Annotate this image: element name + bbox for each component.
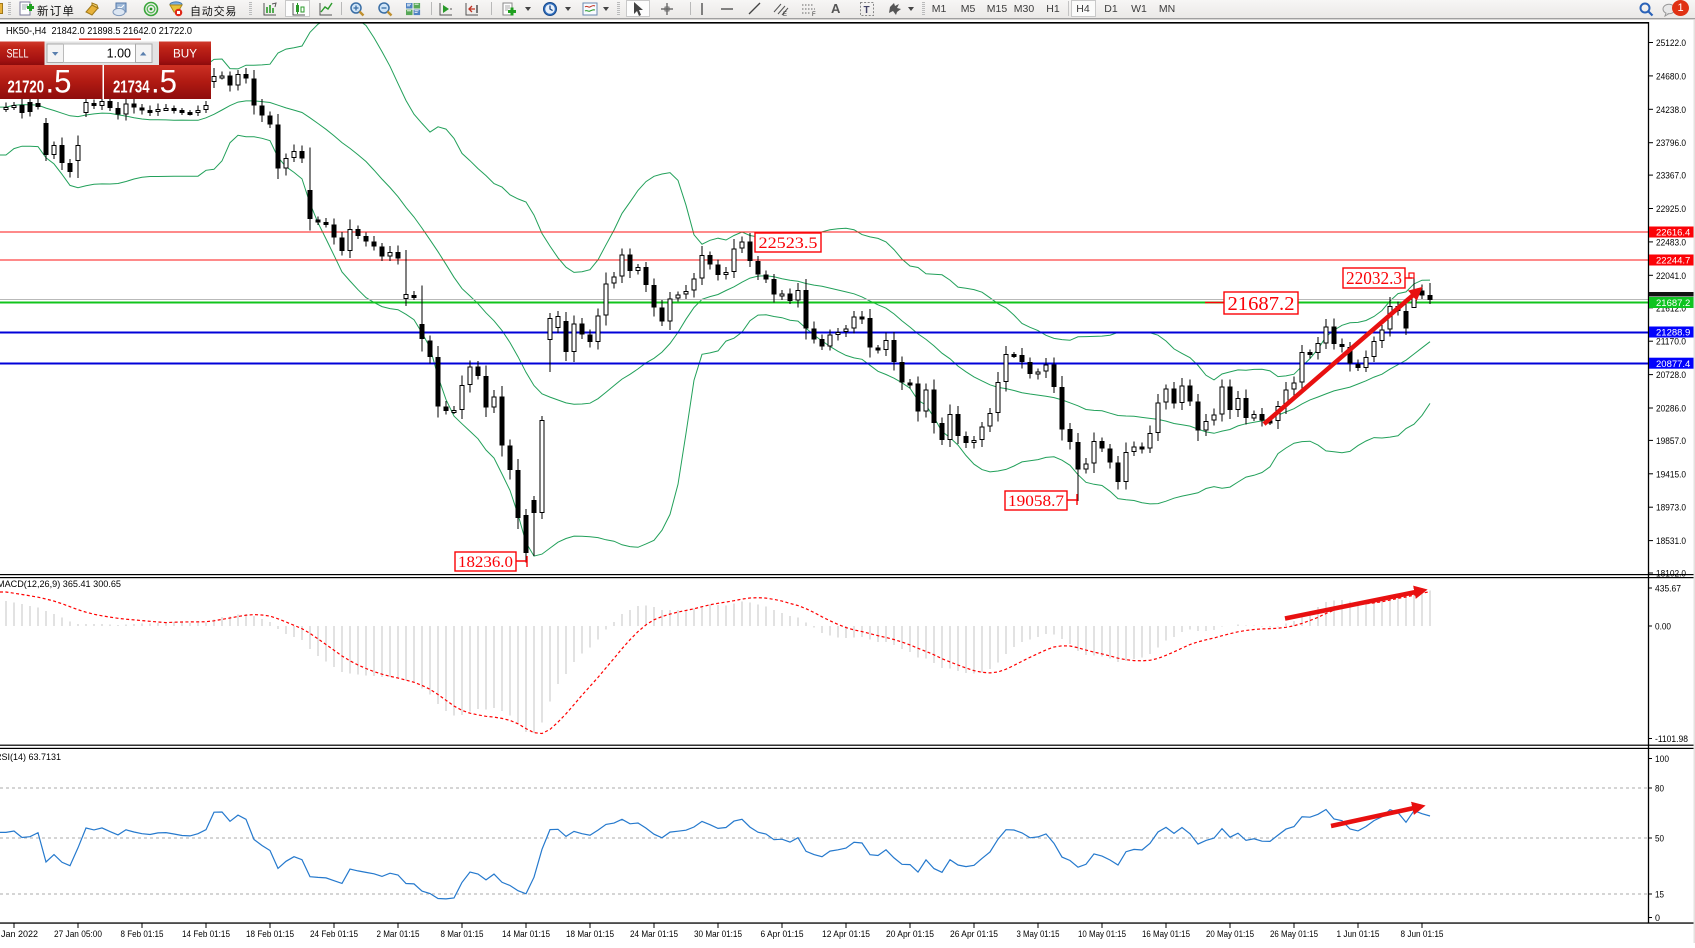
- svg-text:1.00: 1.00: [107, 47, 131, 61]
- svg-text:E: E: [783, 12, 787, 17]
- svg-text:18 Mar 01:15: 18 Mar 01:15: [566, 929, 614, 940]
- svg-text:3 May 01:15: 3 May 01:15: [1017, 929, 1060, 940]
- svg-text:23796.0: 23796.0: [1656, 138, 1686, 149]
- svg-text:25122.0: 25122.0: [1656, 38, 1686, 49]
- svg-text:100: 100: [1655, 754, 1669, 765]
- svg-text:21687.2: 21687.2: [1656, 298, 1690, 309]
- svg-text:19415.0: 19415.0: [1656, 469, 1686, 480]
- svg-text:50: 50: [1655, 834, 1664, 845]
- svg-text:18973.0: 18973.0: [1656, 503, 1686, 514]
- svg-text:26 May 01:15: 26 May 01:15: [1270, 929, 1318, 940]
- svg-text:22483.0: 22483.0: [1656, 237, 1686, 248]
- svg-text:30 Mar 01:15: 30 Mar 01:15: [694, 929, 742, 940]
- svg-text:18531.0: 18531.0: [1656, 536, 1686, 547]
- svg-text:24238.0: 24238.0: [1656, 105, 1686, 116]
- svg-text:80: 80: [1655, 784, 1664, 795]
- svg-text:Jan 2022: Jan 2022: [1, 929, 38, 940]
- svg-text:23367.0: 23367.0: [1656, 171, 1686, 182]
- svg-text:8 Jun 01:15: 8 Jun 01:15: [1401, 929, 1444, 940]
- svg-text:6 Apr 01:15: 6 Apr 01:15: [761, 929, 804, 940]
- svg-text:12 Apr 01:15: 12 Apr 01:15: [822, 929, 870, 940]
- svg-text:T: T: [864, 5, 870, 16]
- svg-text:21288.9: 21288.9: [1656, 328, 1690, 339]
- svg-text:0: 0: [1655, 913, 1660, 924]
- svg-text:22244.7: 22244.7: [1656, 256, 1690, 267]
- svg-text:F: F: [812, 12, 816, 17]
- svg-text:19058.7: 19058.7: [1008, 493, 1064, 510]
- svg-text:SELL: SELL: [7, 49, 29, 61]
- svg-text:22523.5: 22523.5: [759, 235, 818, 252]
- svg-text:15: 15: [1655, 890, 1664, 901]
- svg-text:24680.0: 24680.0: [1656, 71, 1686, 82]
- svg-text:BUY: BUY: [173, 49, 197, 61]
- svg-text:.5: .5: [46, 64, 72, 100]
- svg-text:20 Apr 01:15: 20 Apr 01:15: [886, 929, 934, 940]
- svg-text:27 Jan 05:00: 27 Jan 05:00: [54, 929, 102, 940]
- svg-text:1 Jun 01:15: 1 Jun 01:15: [1337, 929, 1380, 940]
- svg-text:16 May 01:15: 16 May 01:15: [1142, 929, 1190, 940]
- svg-text:18 Feb 01:15: 18 Feb 01:15: [246, 929, 294, 940]
- svg-text:10 May 01:15: 10 May 01:15: [1078, 929, 1126, 940]
- svg-text:24 Feb 01:15: 24 Feb 01:15: [310, 929, 358, 940]
- svg-text:-1101.98: -1101.98: [1655, 734, 1688, 745]
- svg-text:21720: 21720: [8, 77, 45, 97]
- svg-text:24 Mar 01:15: 24 Mar 01:15: [630, 929, 678, 940]
- svg-text:14 Feb 01:15: 14 Feb 01:15: [182, 929, 230, 940]
- svg-text:20728.0: 20728.0: [1656, 370, 1686, 381]
- svg-text:14 Mar 01:15: 14 Mar 01:15: [502, 929, 550, 940]
- svg-text:2 Mar 01:15: 2 Mar 01:15: [377, 929, 420, 940]
- svg-text:21734: 21734: [113, 77, 150, 97]
- svg-text:435.67: 435.67: [1655, 584, 1681, 595]
- svg-text:19857.0: 19857.0: [1656, 436, 1686, 447]
- svg-text:22032.3: 22032.3: [1346, 268, 1402, 288]
- svg-text:.5: .5: [151, 64, 177, 100]
- svg-text:22616.4: 22616.4: [1656, 228, 1690, 239]
- svg-text:22041.0: 22041.0: [1656, 271, 1686, 282]
- svg-text:20 May 01:15: 20 May 01:15: [1206, 929, 1254, 940]
- svg-text:RSI(14) 63.7131: RSI(14) 63.7131: [0, 752, 61, 763]
- svg-text:HK50-,H4 21842.0 21898.5 2164: HK50-,H4 21842.0 21898.5 21642.0 21722.0: [6, 25, 192, 37]
- svg-text:20286.0: 20286.0: [1656, 404, 1686, 415]
- svg-text:MACD(12,26,9) 365.41 300.65: MACD(12,26,9) 365.41 300.65: [0, 579, 121, 590]
- svg-text:18102.0: 18102.0: [1656, 569, 1686, 580]
- svg-text:0.00: 0.00: [1655, 622, 1671, 633]
- svg-text:21687.2: 21687.2: [1228, 294, 1295, 315]
- svg-text:8 Feb 01:15: 8 Feb 01:15: [121, 929, 164, 940]
- svg-text:18236.0: 18236.0: [458, 554, 513, 571]
- svg-text:20877.4: 20877.4: [1656, 359, 1690, 370]
- svg-text:22925.0: 22925.0: [1656, 204, 1686, 215]
- svg-text:26 Apr 01:15: 26 Apr 01:15: [950, 929, 998, 940]
- svg-text:8 Mar 01:15: 8 Mar 01:15: [441, 929, 484, 940]
